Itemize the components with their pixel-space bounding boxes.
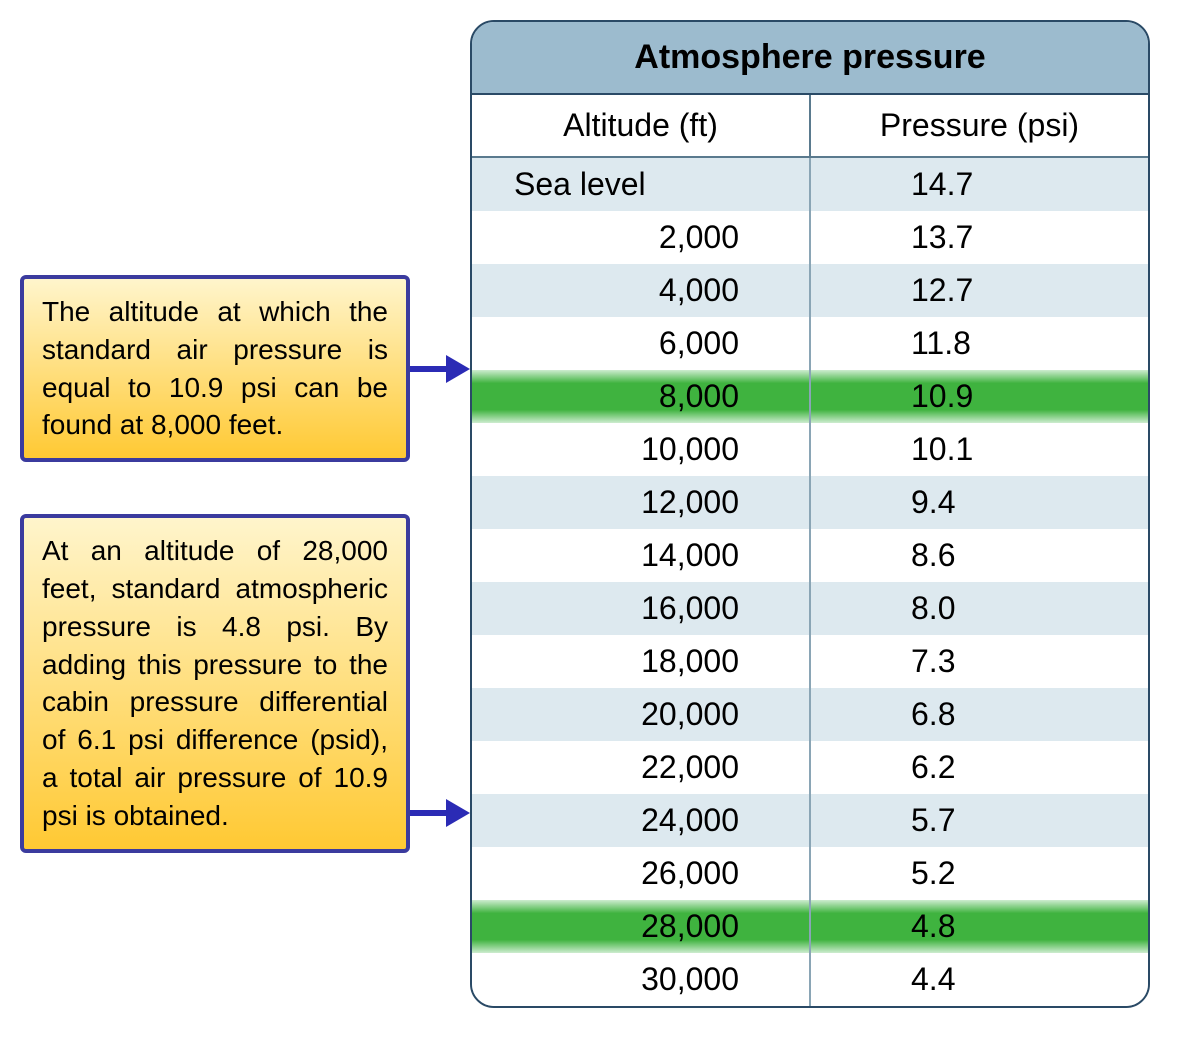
altitude-cell: 2,000: [472, 211, 810, 264]
table-row: 8,00010.9: [472, 370, 1148, 423]
table-row: 12,0009.4: [472, 476, 1148, 529]
pressure-cell: 4.8: [810, 900, 1148, 953]
table-row: 18,0007.3: [472, 635, 1148, 688]
altitude-cell: Sea level: [472, 157, 810, 211]
altitude-cell: 8,000: [472, 370, 810, 423]
table-body: Sea level14.72,00013.74,00012.76,00011.8…: [472, 157, 1148, 1006]
pressure-cell: 8.6: [810, 529, 1148, 582]
table-row: 6,00011.8: [472, 317, 1148, 370]
altitude-cell: 20,000: [472, 688, 810, 741]
col-altitude: Altitude (ft): [472, 94, 810, 157]
table-row: 24,0005.7: [472, 794, 1148, 847]
table-row: 14,0008.6: [472, 529, 1148, 582]
altitude-cell: 30,000: [472, 953, 810, 1006]
pressure-cell: 10.9: [810, 370, 1148, 423]
pressure-cell: 6.2: [810, 741, 1148, 794]
pressure-cell: 12.7: [810, 264, 1148, 317]
pressure-cell: 5.2: [810, 847, 1148, 900]
callouts-column: The altitude at which the standard air p…: [20, 20, 470, 853]
table-row: 2,00013.7: [472, 211, 1148, 264]
table-row: 30,0004.4: [472, 953, 1148, 1006]
callout-1: The altitude at which the standard air p…: [20, 275, 410, 462]
altitude-cell: 4,000: [472, 264, 810, 317]
pressure-table-wrap: Atmosphere pressure Altitude (ft) Pressu…: [470, 20, 1150, 1008]
pressure-cell: 13.7: [810, 211, 1148, 264]
pressure-cell: 9.4: [810, 476, 1148, 529]
pressure-cell: 6.8: [810, 688, 1148, 741]
altitude-cell: 6,000: [472, 317, 810, 370]
altitude-cell: 10,000: [472, 423, 810, 476]
callout-2-wrap: At an altitude of 28,000 feet, standard …: [20, 514, 470, 852]
callout-2: At an altitude of 28,000 feet, standard …: [20, 514, 410, 852]
table-row: 22,0006.2: [472, 741, 1148, 794]
col-pressure: Pressure (psi): [810, 94, 1148, 157]
altitude-cell: 24,000: [472, 794, 810, 847]
pressure-table: Atmosphere pressure Altitude (ft) Pressu…: [472, 22, 1148, 1006]
altitude-cell: 16,000: [472, 582, 810, 635]
pressure-cell: 10.1: [810, 423, 1148, 476]
pressure-cell: 4.4: [810, 953, 1148, 1006]
pressure-cell: 11.8: [810, 317, 1148, 370]
table-row: Sea level14.7: [472, 157, 1148, 211]
table-row: 20,0006.8: [472, 688, 1148, 741]
diagram-container: The altitude at which the standard air p…: [20, 20, 1180, 1008]
altitude-cell: 12,000: [472, 476, 810, 529]
pressure-cell: 8.0: [810, 582, 1148, 635]
callout-1-wrap: The altitude at which the standard air p…: [20, 275, 470, 462]
pressure-cell: 7.3: [810, 635, 1148, 688]
table-row: 10,00010.1: [472, 423, 1148, 476]
altitude-cell: 22,000: [472, 741, 810, 794]
pressure-cell: 14.7: [810, 157, 1148, 211]
table-row: 28,0004.8: [472, 900, 1148, 953]
altitude-cell: 26,000: [472, 847, 810, 900]
altitude-cell: 18,000: [472, 635, 810, 688]
pressure-cell: 5.7: [810, 794, 1148, 847]
arrow-icon: [410, 793, 470, 833]
table-row: 16,0008.0: [472, 582, 1148, 635]
arrow-icon: [410, 349, 470, 389]
table-row: 4,00012.7: [472, 264, 1148, 317]
table-title: Atmosphere pressure: [472, 22, 1148, 94]
altitude-cell: 14,000: [472, 529, 810, 582]
table-row: 26,0005.2: [472, 847, 1148, 900]
altitude-cell: 28,000: [472, 900, 810, 953]
